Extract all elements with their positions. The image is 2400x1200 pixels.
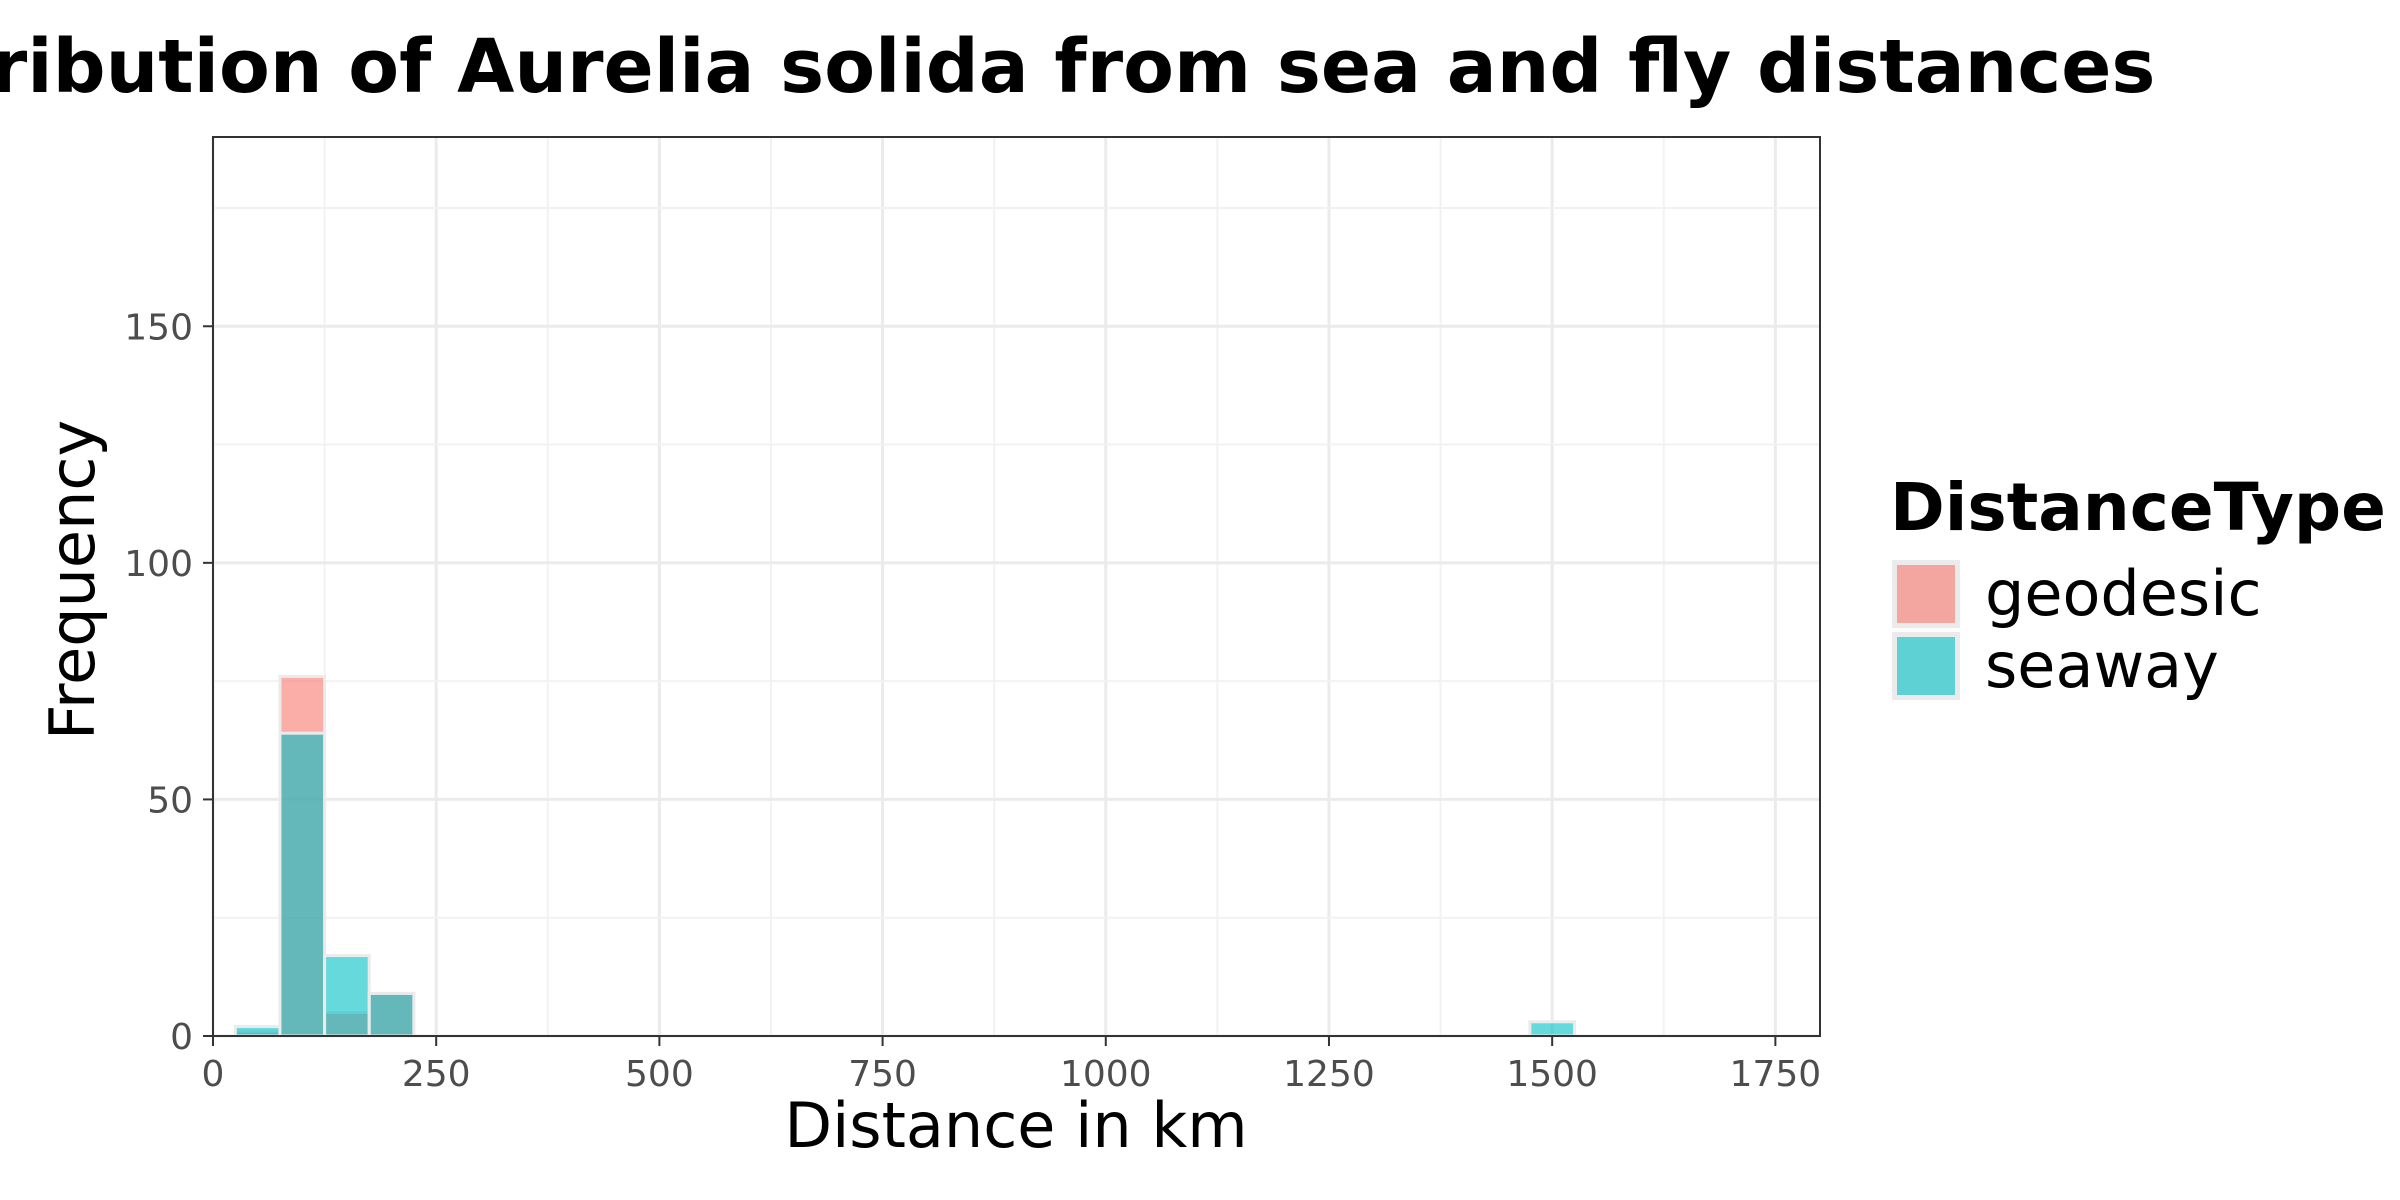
y-tick-label: 150 — [124, 307, 193, 348]
chart-title: Distribution of Aurelia solida from sea … — [0, 24, 2155, 110]
legend-key-swatch — [1897, 565, 1955, 623]
x-tick-label: 1250 — [1283, 1054, 1375, 1095]
x-tick-label: 500 — [625, 1054, 694, 1095]
y-axis-title: Frequency — [36, 420, 109, 740]
x-axis-title: Distance in km — [784, 1089, 1247, 1162]
plot-panel — [211, 136, 1821, 1038]
y-tick-label: 100 — [124, 544, 193, 585]
histogram-bar-seaway — [278, 731, 327, 1038]
legend-item-geodesic: geodesic — [1892, 557, 2262, 630]
histogram-bar-seaway — [323, 954, 371, 1038]
y-tick-label: 0 — [170, 1017, 193, 1058]
legend-label: seaway — [1985, 629, 2219, 702]
x-tick-label: 1000 — [1060, 1054, 1152, 1095]
y-tick-label: 50 — [147, 780, 193, 821]
legend-item-seaway: seaway — [1892, 629, 2219, 702]
histogram-bar-seaway — [1528, 1020, 1576, 1038]
x-tick-label: 250 — [402, 1054, 471, 1095]
x-tick-label: 1500 — [1506, 1054, 1598, 1095]
legend-key-swatch — [1897, 637, 1955, 695]
x-axis: 0 250 500 750 1000 1250 1500 1750 — [202, 1036, 1822, 1095]
x-tick-label: 1750 — [1730, 1054, 1822, 1095]
panel-border — [212, 136, 1821, 1037]
x-tick-label: 750 — [848, 1054, 917, 1095]
histogram-bar-seaway — [367, 991, 416, 1038]
legend-label: geodesic — [1985, 557, 2262, 630]
x-tick-label: 0 — [202, 1054, 225, 1095]
legend-title: DistanceType — [1890, 469, 2386, 546]
grid-lines — [211, 137, 1820, 1038]
panel-background — [213, 137, 1820, 1036]
histogram-bar-seaway — [233, 1025, 282, 1038]
y-axis: 0 50 100 150 — [124, 307, 213, 1058]
